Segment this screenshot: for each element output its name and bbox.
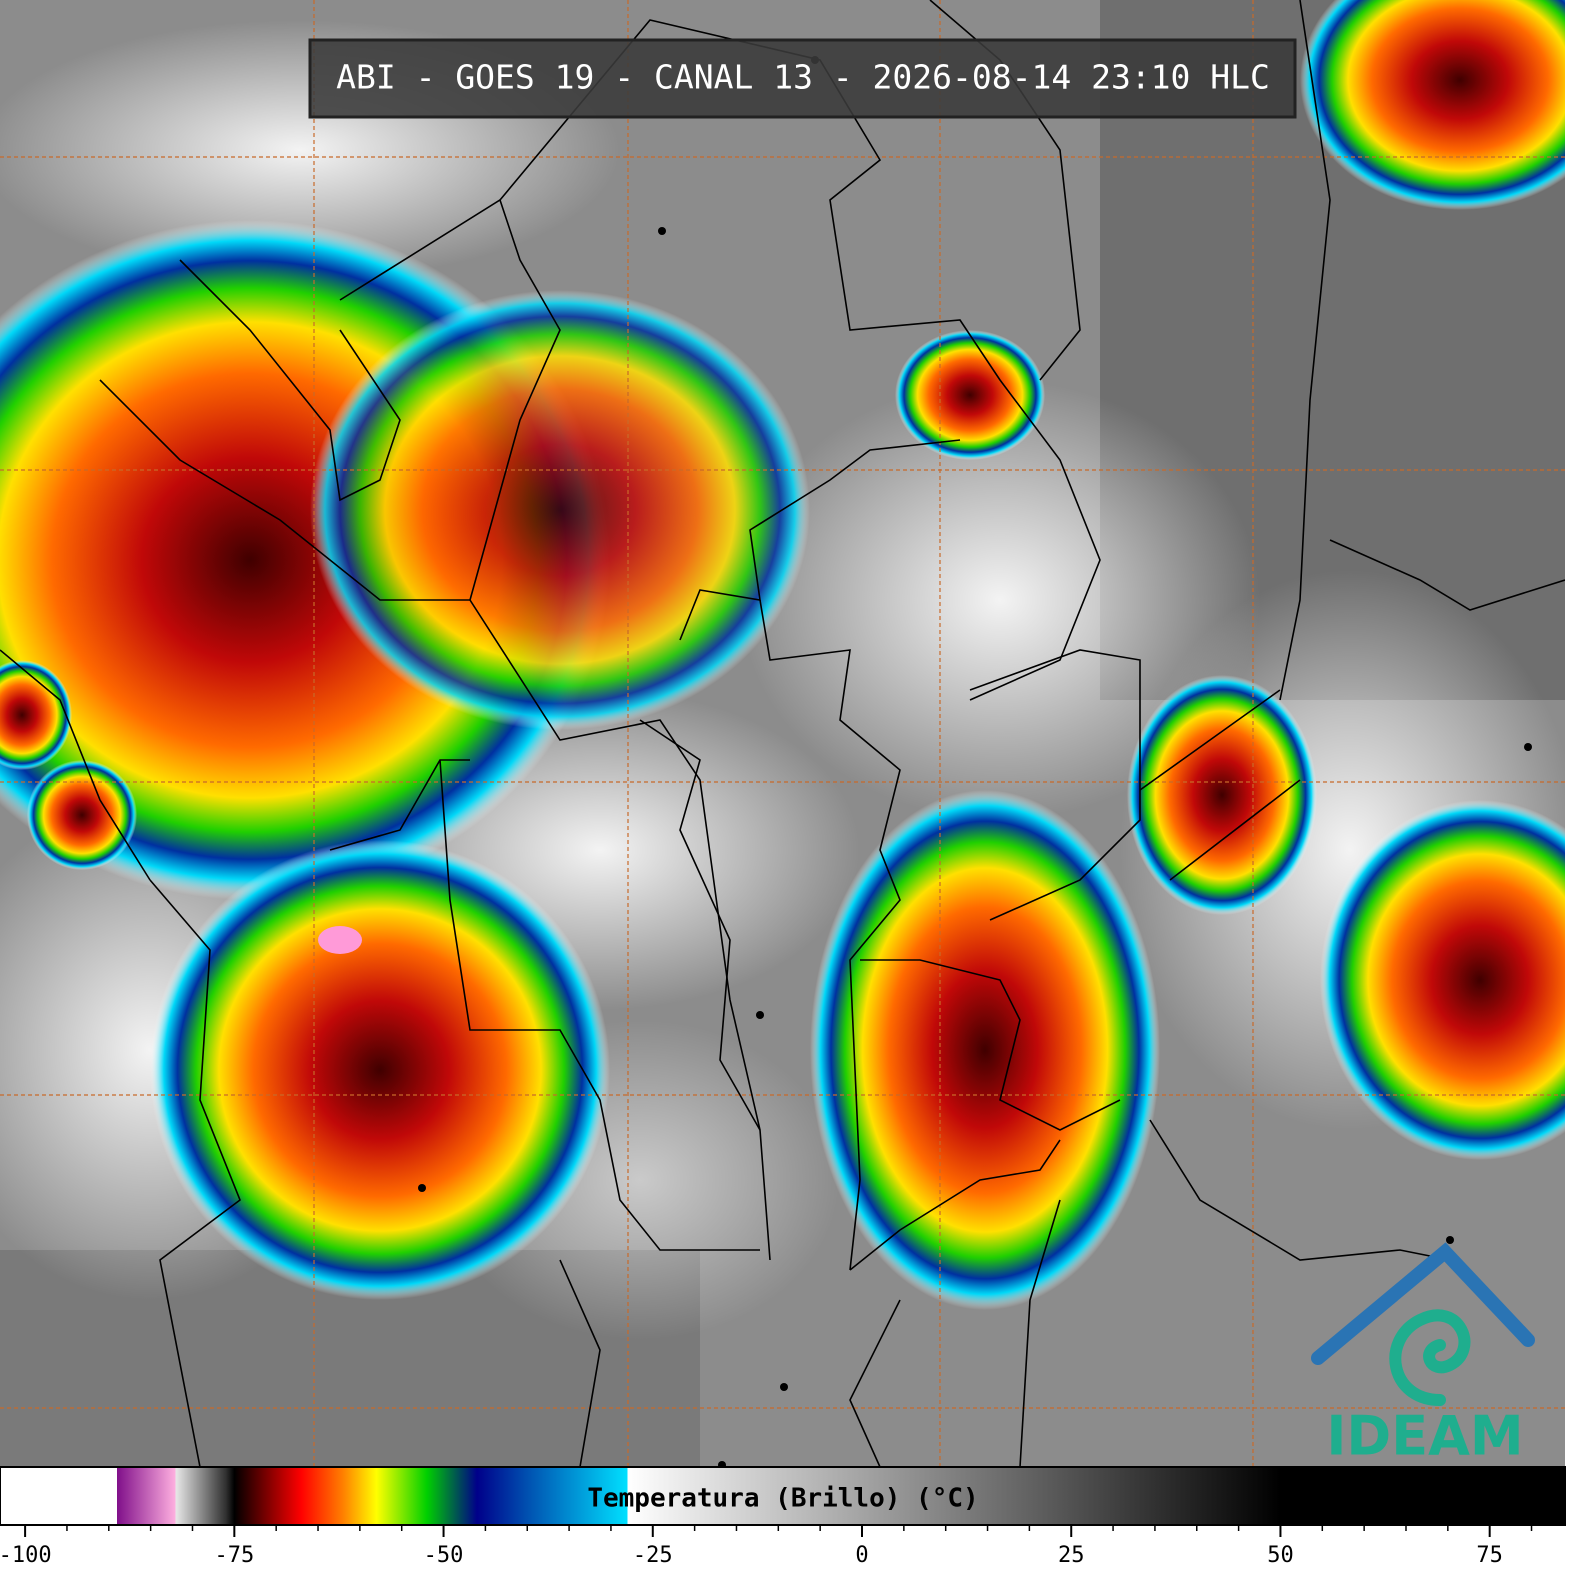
storm-cell	[150, 840, 610, 1300]
colorbar-label: Temperatura (Brillo) (°C)	[587, 1484, 978, 1514]
colorbar-tick-label: 0	[855, 1543, 868, 1568]
cloud-haze	[740, 380, 1260, 820]
logo-roof	[1311, 1242, 1535, 1365]
storm-cell	[895, 330, 1045, 460]
colorbar-tick-label: -25	[633, 1543, 673, 1568]
logo-text: IDEAM	[1326, 1405, 1523, 1468]
colorbar-tick-label: 50	[1267, 1543, 1294, 1568]
colorbar-tick-label: -100	[0, 1543, 52, 1568]
storm-cell	[1320, 800, 1565, 1160]
storm-cell	[1127, 675, 1317, 915]
graticule	[0, 0, 1565, 1467]
colorbar: Temperatura (Brillo) (°C) -100 -75 -50 -25 0…	[0, 1466, 1566, 1568]
storm-cell	[27, 760, 137, 870]
overshooting-top	[318, 926, 362, 954]
title-box	[308, 38, 1297, 119]
logo-spiral	[1389, 1309, 1471, 1406]
logo: IDEAM	[1311, 1242, 1535, 1468]
colorbar-tick-label: -75	[214, 1543, 254, 1568]
imagery	[0, 0, 1565, 1467]
colorbar-tick-label: 25	[1058, 1543, 1085, 1568]
storm-cell	[310, 290, 810, 730]
title: ABI - GOES 19 - CANAL 13 - 2026-08-14 23…	[336, 58, 1270, 97]
colorbar-tick-label: -50	[424, 1543, 464, 1568]
storm-cell	[0, 660, 72, 770]
storm-cell	[810, 790, 1160, 1310]
colorbar-tick-label: 75	[1476, 1543, 1503, 1568]
colorbar-scale	[0, 1466, 1566, 1526]
